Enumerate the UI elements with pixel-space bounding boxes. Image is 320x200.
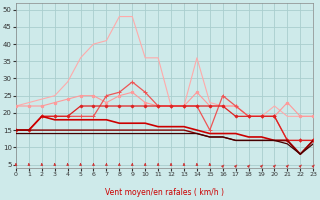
X-axis label: Vent moyen/en rafales ( km/h ): Vent moyen/en rafales ( km/h ) [105,188,224,197]
